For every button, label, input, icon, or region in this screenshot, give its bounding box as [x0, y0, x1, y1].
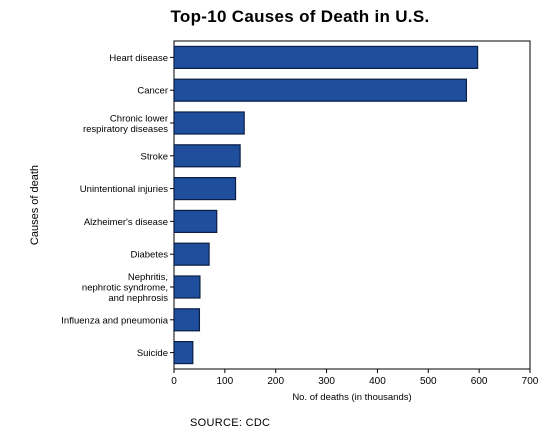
y-tick-label: Cancer — [137, 86, 168, 97]
y-axis-label: Causes of death — [29, 165, 41, 245]
x-tick-label-6: 600 — [471, 376, 488, 387]
bar-9 — [173, 341, 194, 365]
x-tick-label-0: 0 — [171, 376, 177, 387]
bar-8 — [173, 308, 201, 332]
y-tick-label: Influenza and pneumonia — [61, 315, 168, 326]
x-tick-label-7: 700 — [522, 376, 539, 387]
source-note: SOURCE: CDC — [190, 417, 271, 429]
y-tick-label: and nephrosis — [108, 293, 168, 304]
y-tick-label: Stroke — [141, 151, 168, 162]
y-tick-label: Diabetes — [131, 250, 169, 261]
chart-title: Top-10 Causes of Death in U.S. — [170, 7, 430, 26]
bar-4 — [173, 177, 237, 201]
bar-1 — [173, 78, 468, 102]
bar-2 — [173, 111, 245, 135]
y-tick-label: nephrotic syndrome, — [82, 283, 168, 294]
y-tick-label: respiratory diseases — [83, 124, 168, 135]
y-tick-label: Unintentional injuries — [80, 184, 168, 195]
y-tick-label: Alzheimer's disease — [84, 217, 168, 228]
x-axis-label: No. of deaths (in thousands) — [292, 392, 411, 403]
bar-6 — [173, 242, 210, 266]
bar-7 — [173, 275, 201, 299]
x-tick-label-1: 100 — [217, 376, 234, 387]
x-tick-label-2: 200 — [267, 376, 284, 387]
x-tick-label-5: 500 — [420, 376, 437, 387]
y-tick-label: Nephritis, — [128, 272, 168, 283]
x-tick-label-3: 300 — [318, 376, 335, 387]
plot-frame — [173, 40, 531, 370]
bar-5 — [173, 209, 218, 233]
x-tick-label-4: 400 — [369, 376, 386, 387]
y-tick-label: Heart disease — [109, 53, 168, 64]
y-tick-label: Chronic lower — [110, 113, 168, 124]
bar-0 — [173, 45, 479, 70]
y-tick-label: Suicide — [137, 348, 168, 359]
bar-3 — [173, 144, 241, 168]
